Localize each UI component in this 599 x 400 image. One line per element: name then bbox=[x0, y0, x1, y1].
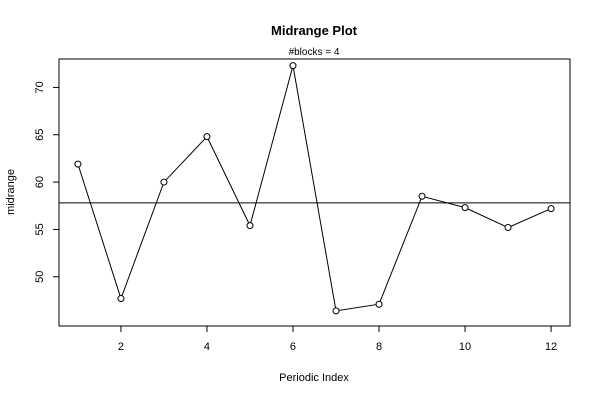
x-tick-label: 12 bbox=[545, 341, 557, 353]
data-point bbox=[74, 160, 82, 168]
x-tick-label: 4 bbox=[204, 341, 210, 353]
y-tick-label: 50 bbox=[34, 271, 46, 283]
data-point bbox=[160, 178, 168, 186]
data-point bbox=[461, 204, 469, 212]
series-line bbox=[77, 65, 552, 312]
y-axis: 50 55 60 65 70 bbox=[34, 81, 59, 283]
data-point bbox=[504, 224, 512, 232]
data-point bbox=[332, 307, 340, 315]
y-tick-label: 70 bbox=[34, 81, 46, 93]
data-point bbox=[547, 205, 555, 213]
y-axis-label: midrange bbox=[5, 169, 17, 215]
chart-title: Midrange Plot bbox=[271, 23, 358, 38]
data-point bbox=[246, 222, 254, 230]
data-point bbox=[289, 62, 297, 70]
data-point bbox=[418, 192, 426, 200]
x-tick-label: 10 bbox=[459, 341, 471, 353]
data-point bbox=[203, 133, 211, 141]
x-axis-label: Periodic Index bbox=[279, 372, 349, 384]
chart-subtitle: #blocks = 4 bbox=[289, 47, 340, 58]
data-point bbox=[375, 300, 383, 308]
y-tick-label: 65 bbox=[34, 129, 46, 141]
data-points bbox=[74, 62, 555, 315]
plot-frame bbox=[58, 58, 571, 327]
x-tick-label: 8 bbox=[376, 341, 382, 353]
x-tick-label: 2 bbox=[118, 341, 124, 353]
y-tick-label: 60 bbox=[34, 176, 46, 188]
x-axis: 2 4 6 8 10 12 bbox=[118, 326, 557, 353]
y-tick-label: 55 bbox=[34, 223, 46, 235]
x-tick-label: 6 bbox=[290, 341, 296, 353]
data-point bbox=[117, 295, 125, 303]
